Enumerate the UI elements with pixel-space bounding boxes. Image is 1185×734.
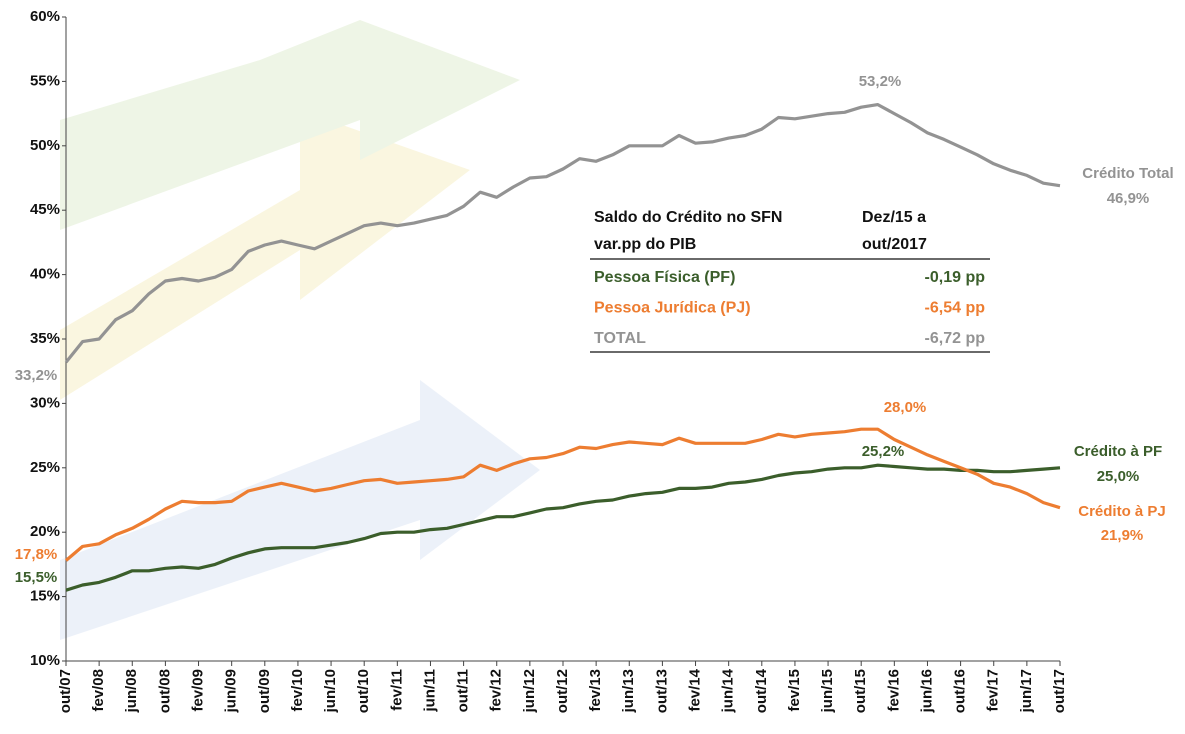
x-tick-label: jun/16 (918, 669, 935, 713)
y-tick-label: 30% (30, 394, 60, 411)
y-tick-label: 40% (30, 266, 60, 283)
y-tick-label: 60% (30, 8, 60, 25)
data-label: 25,0% (1097, 468, 1140, 485)
y-tick-label: 50% (30, 137, 60, 154)
series-line (64, 427, 1061, 562)
data-label: 15,5% (15, 569, 58, 586)
table-header: out/2017 (862, 236, 927, 253)
y-tick-label: 35% (30, 330, 60, 347)
y-tick-label: 20% (30, 523, 60, 540)
x-tick-label: out/17 (1051, 669, 1068, 713)
x-tick-label: fev/08 (90, 669, 107, 712)
y-tick-label: 25% (30, 459, 60, 476)
x-tick-label: out/08 (156, 669, 173, 713)
background-decoration (60, 20, 540, 640)
x-tick-label: jun/11 (421, 669, 438, 713)
series-line (64, 103, 1061, 364)
x-tick-label: fev/09 (190, 669, 207, 712)
table-cell: -0,19 pp (925, 269, 986, 286)
data-label: 17,8% (15, 546, 58, 563)
data-label: 53,2% (859, 73, 902, 90)
x-tick-label: fev/14 (687, 668, 704, 711)
table-header: var.pp do PIB (594, 236, 696, 253)
x-tick-label: jun/09 (223, 669, 240, 713)
x-tick-label: out/13 (653, 669, 670, 713)
legend-label: Crédito à PF (1074, 443, 1162, 460)
x-tick-label: out/09 (256, 669, 273, 713)
data-label: 33,2% (15, 367, 58, 384)
x-tick-label: jun/13 (620, 669, 637, 713)
x-tick-label: jun/17 (1018, 669, 1035, 713)
legend-label: Crédito Total (1082, 165, 1173, 182)
x-tick-label: jun/12 (521, 669, 538, 713)
x-tick-label: out/16 (952, 669, 969, 713)
x-tick-label: fev/15 (786, 669, 803, 712)
y-tick-label: 10% (30, 652, 60, 669)
x-tick-label: jun/14 (720, 668, 737, 713)
data-label: 46,9% (1107, 190, 1150, 207)
table-cell: TOTAL (594, 330, 646, 347)
x-tick-label: fev/13 (587, 669, 604, 712)
series-line (65, 463, 1061, 592)
x-tick-label: out/12 (554, 669, 571, 713)
data-label: 25,2% (862, 443, 905, 460)
x-tick-label: out/14 (753, 668, 770, 713)
x-tick-label: fev/12 (488, 669, 505, 712)
table-cell: -6,54 pp (925, 300, 986, 317)
y-tick-label: 55% (30, 72, 60, 89)
table-header: Dez/15 a (862, 209, 926, 226)
x-tick-label: out/11 (455, 669, 472, 712)
x-tick-label: jun/15 (819, 669, 836, 713)
x-tick-label: fev/17 (985, 669, 1002, 712)
y-tick-label: 45% (30, 201, 60, 218)
table-cell: -6,72 pp (925, 330, 986, 347)
x-tick-label: fev/16 (885, 669, 902, 712)
x-tick-label: out/07 (57, 669, 74, 713)
x-tick-label: out/15 (852, 669, 869, 713)
x-tick-label: jun/08 (123, 669, 140, 713)
x-tick-label: fev/11 (388, 669, 405, 711)
x-tick-label: jun/10 (322, 669, 339, 713)
table-cell: Pessoa Jurídica (PJ) (594, 300, 751, 317)
table-cell: Pessoa Física (PF) (594, 269, 735, 286)
legend-label: Crédito à PJ (1078, 503, 1166, 520)
data-label: 28,0% (884, 399, 927, 416)
x-tick-label: out/10 (355, 669, 372, 713)
data-label: 21,9% (1101, 527, 1144, 544)
table-header: Saldo do Crédito no SFN (594, 209, 782, 226)
y-tick-label: 15% (30, 588, 60, 605)
x-tick-label: fev/10 (289, 669, 306, 712)
